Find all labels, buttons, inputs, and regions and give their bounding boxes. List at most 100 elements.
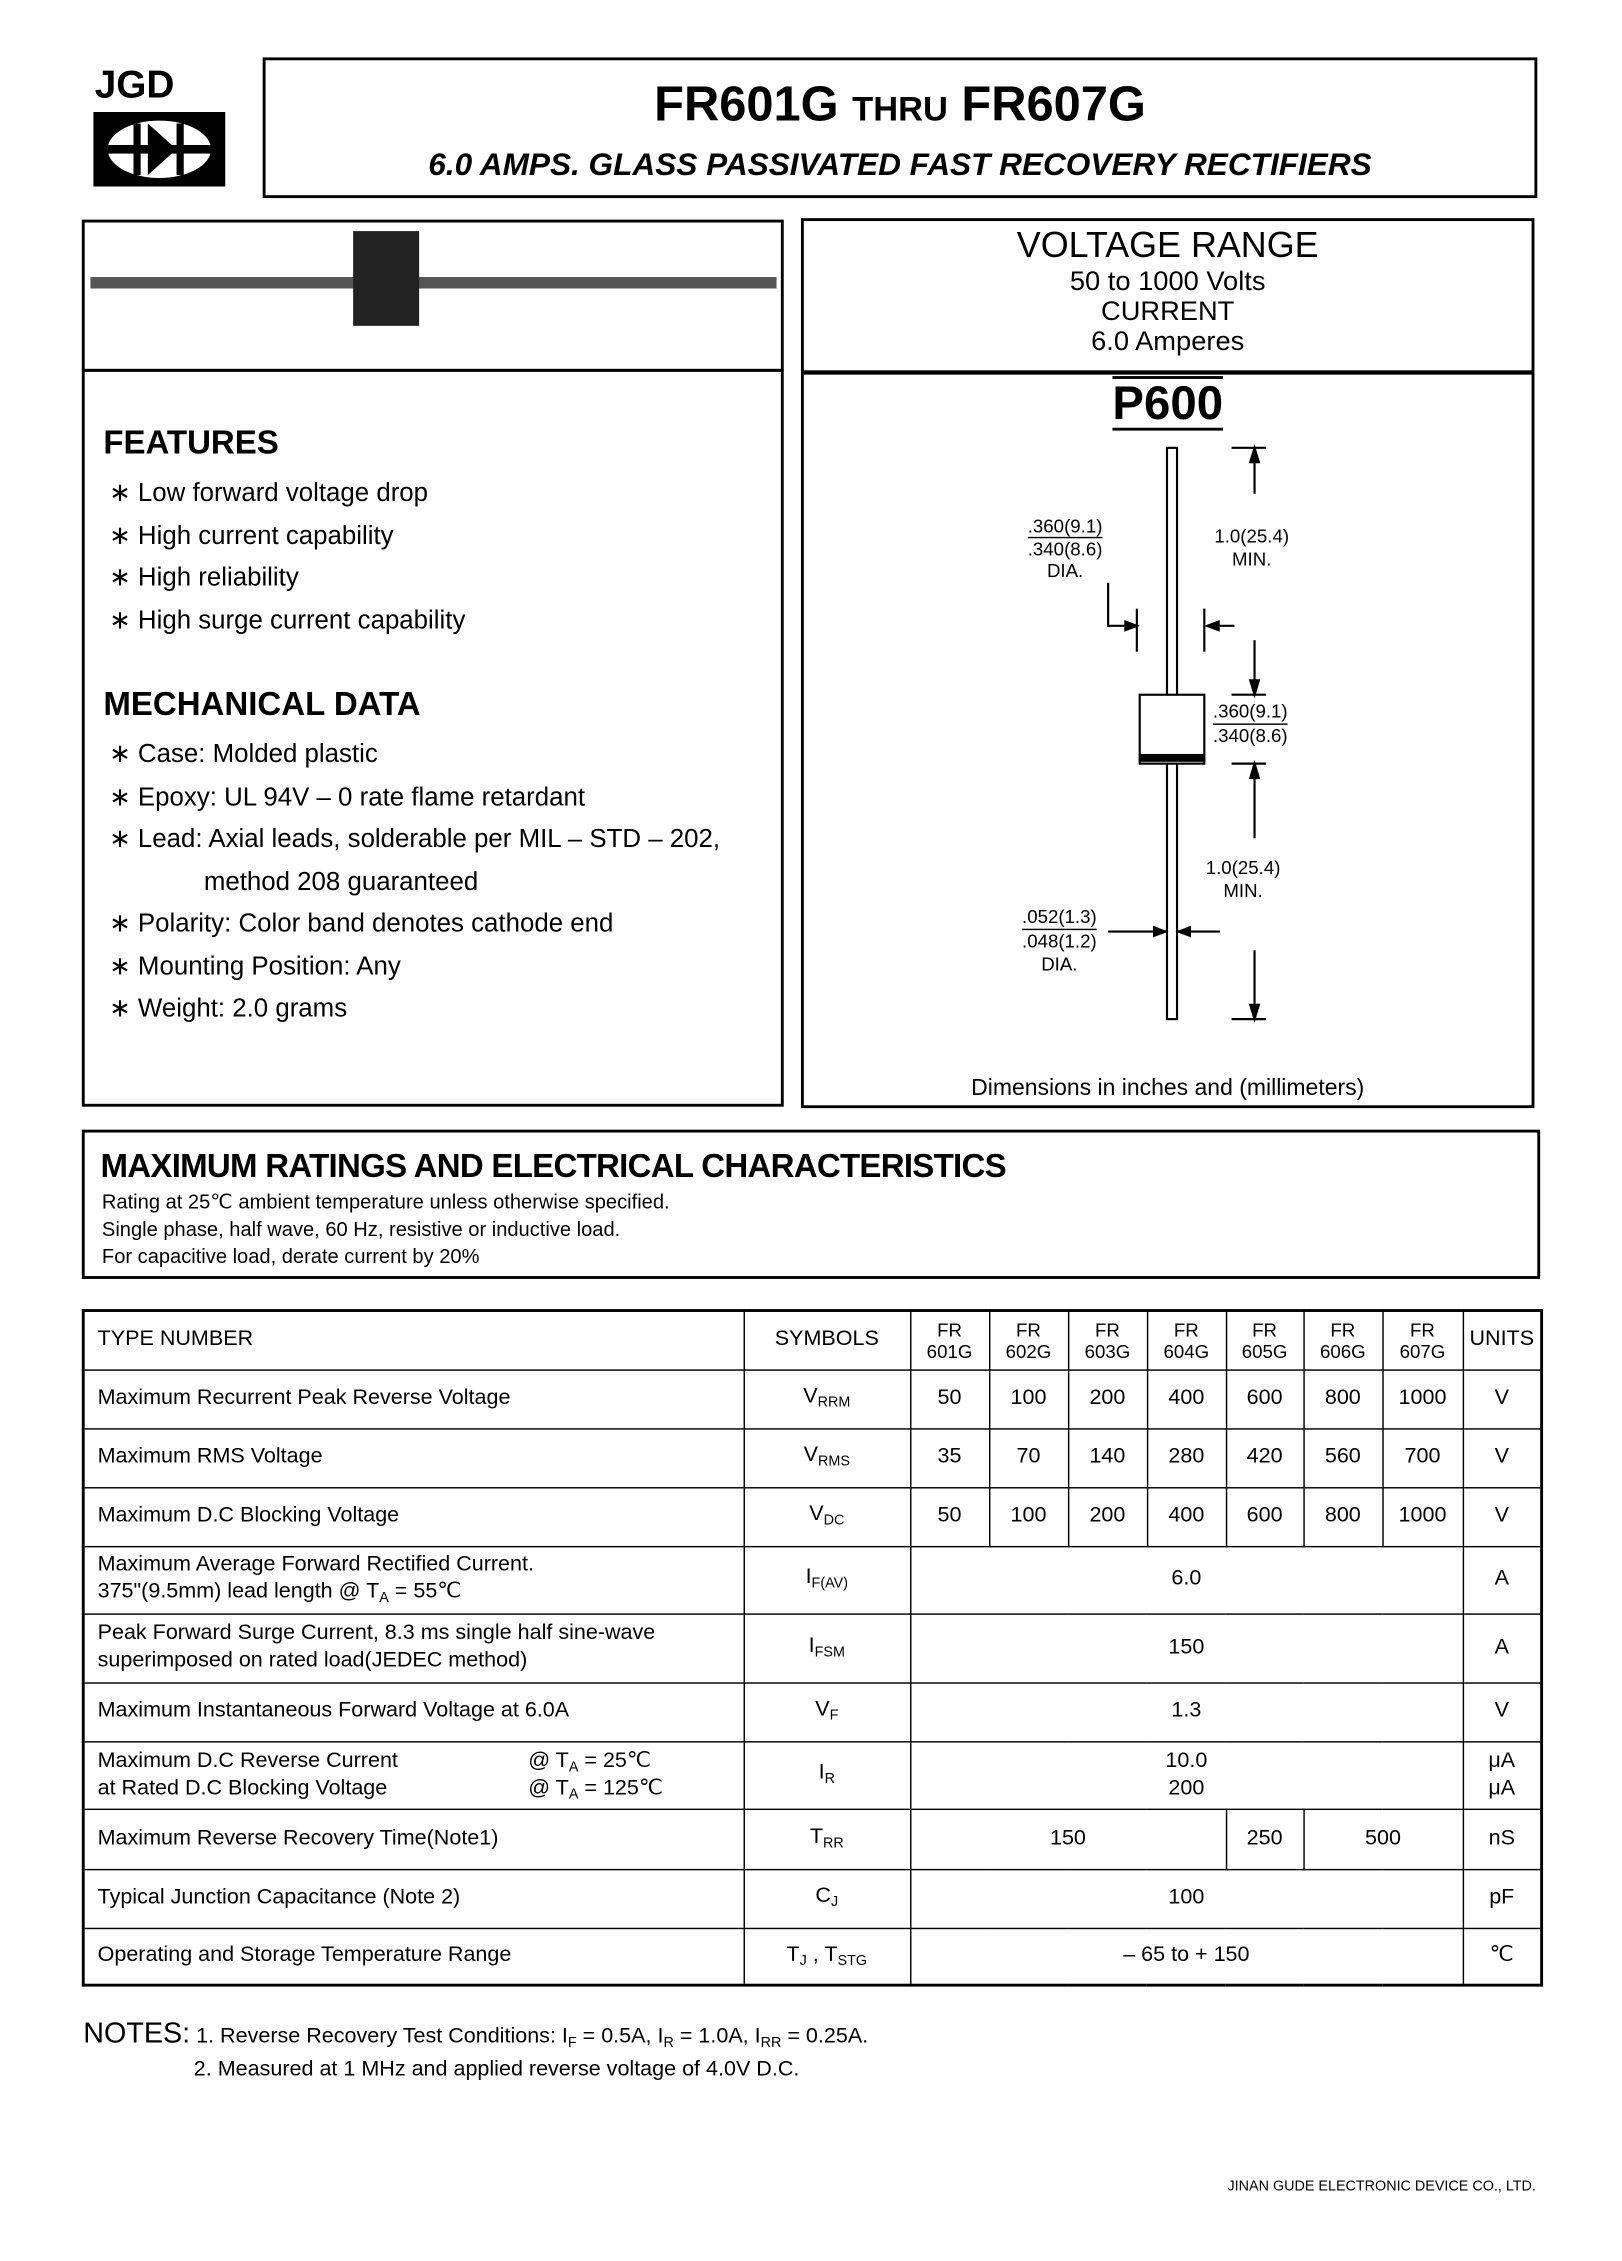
value-cell: 35 xyxy=(909,1427,990,1488)
notes: NOTES: 1. Reverse Recovery Test Conditio… xyxy=(83,2018,868,2051)
page-subtitle: 6.0 AMPS. GLASS PASSIVATED FAST RECOVERY… xyxy=(428,146,1372,183)
logo-text: JGD xyxy=(94,63,175,107)
bullet-icon: ∗ xyxy=(109,781,138,811)
subscript: RR xyxy=(823,1835,844,1852)
value-cell: 50 xyxy=(909,1368,990,1429)
text-part: 2. Measured at 1 MHz and applied reverse… xyxy=(193,2056,800,2082)
table-row: Maximum RMS Voltage VRMS 35 70 140 280 420 560 7… xyxy=(82,1427,1543,1488)
unit-line: A xyxy=(1494,1634,1509,1659)
text-part: = 0.5A, I xyxy=(576,2023,664,2049)
subscript: DC xyxy=(823,1513,845,1530)
feature-item: ∗ High reliability xyxy=(109,557,465,599)
mechanical-text: Epoxy: UL 94V – 0 rate flame retardant xyxy=(137,781,586,811)
mechanical-item: ∗ Epoxy: UL 94V – 0 rate flame retardant xyxy=(109,776,720,818)
text-part: = 55℃ xyxy=(388,1578,462,1603)
voltage-range-value: 50 to 1000 Volts xyxy=(1069,266,1266,298)
value-line: 150 xyxy=(1168,1634,1205,1659)
value-line: 150 xyxy=(1049,1825,1086,1850)
table-row: Maximum Average Forward Rectified Curren… xyxy=(82,1545,1543,1615)
lead-dia-label: DIA. xyxy=(1041,953,1078,975)
panel-divider xyxy=(803,370,1532,375)
unit-cell: V xyxy=(1461,1427,1543,1488)
part-from: FR601G xyxy=(654,77,839,133)
body-length-max: .360(9.1) xyxy=(1212,700,1288,725)
subscript: J xyxy=(830,1895,839,1911)
mechanical-text: Lead: Axial leads, solderable per MIL – … xyxy=(137,823,721,853)
ratings-conditions: Rating at 25℃ ambient temperature unless… xyxy=(102,1189,670,1271)
subscript: RMS xyxy=(818,1454,850,1471)
unit-line: V xyxy=(1494,1385,1509,1410)
parameter-line: Maximum Recurrent Peak Reverse Voltage xyxy=(98,1385,743,1412)
parameter-cell: Maximum D.C Blocking Voltage xyxy=(82,1486,745,1547)
value-cell: 200 xyxy=(1067,1486,1148,1547)
subscript: R xyxy=(663,2035,674,2052)
text-part: T xyxy=(786,1941,800,1966)
part-suffix: 607G xyxy=(1399,1340,1446,1362)
bullet-icon: ∗ xyxy=(109,950,138,980)
current-title: CURRENT xyxy=(1101,297,1235,328)
body-dia-label: DIA. xyxy=(1046,559,1084,582)
table-header-row: TYPE NUMBER SYMBOLS FR 601G FR 602G FR 603G FR 60… xyxy=(82,1309,1543,1371)
part-suffix: 604G xyxy=(1163,1340,1210,1362)
header-part-number: FR 603G xyxy=(1067,1309,1148,1371)
text-part: Maximum Recurrent Peak Reverse Voltage xyxy=(97,1385,511,1410)
bullet-icon: ∗ xyxy=(109,908,138,938)
text-part: = 125℃ xyxy=(578,1774,664,1800)
ratings-title: MAXIMUM RATINGS AND ELECTRICAL CHARACTER… xyxy=(100,1146,1006,1185)
text-part: V xyxy=(809,1501,824,1527)
body-dia-min: .340(8.6) xyxy=(1027,538,1103,560)
parameter-line: Maximum Reverse Recovery Time(Note1) xyxy=(98,1825,743,1852)
value-line: 200 xyxy=(1168,1774,1205,1800)
value-cell: 50 xyxy=(909,1486,990,1547)
value-cell: 1.3 xyxy=(909,1681,1464,1742)
text-part: @ T xyxy=(528,1747,569,1773)
unit-cell: V xyxy=(1461,1368,1543,1429)
subscript: J xyxy=(799,1952,807,1969)
value-cell: 400 xyxy=(1146,1486,1227,1547)
part-suffix: 601G xyxy=(926,1340,973,1362)
value-cell: 400 xyxy=(1146,1368,1227,1429)
top-lead-length-dimension: 1.0(25.4) MIN. xyxy=(1214,525,1289,571)
text-part: Maximum D.C Reverse Current xyxy=(97,1747,398,1773)
text-part: Maximum RMS Voltage xyxy=(97,1444,323,1469)
company-footer: JINAN GUDE ELECTRONIC DEVICE CO., LTD. xyxy=(1227,2178,1536,2195)
body-length-dimension: .360(9.1) .340(8.6) xyxy=(1212,700,1288,747)
text-part: = 0.25A. xyxy=(781,2023,869,2049)
value-cell: 150 xyxy=(909,1807,1227,1870)
text-part: Operating and Storage Temperature Range xyxy=(97,1942,512,1968)
ratings-table: TYPE NUMBER SYMBOLS FR 601G FR 602G FR 603G FR 60… xyxy=(81,1309,1544,1987)
table-row: Maximum Reverse Recovery Time(Note1) TRR 1… xyxy=(82,1807,1543,1870)
mechanical-title: MECHANICAL DATA xyxy=(103,684,421,723)
subscript: RR xyxy=(760,2035,782,2052)
value-cell: 10.0 200 xyxy=(909,1740,1464,1810)
subscript: A xyxy=(379,1589,389,1606)
features-list: ∗ Low forward voltage drop ∗ High current… xyxy=(109,472,465,641)
lead-dia-max: .052(1.3) xyxy=(1022,906,1097,931)
header-symbols: SYMBOLS xyxy=(742,1309,911,1371)
subscript: F xyxy=(829,1708,839,1725)
bullet-icon: ∗ xyxy=(109,477,138,507)
jgd-logo-icon xyxy=(93,111,226,187)
header-part-number: FR 602G xyxy=(988,1309,1069,1371)
subscript: FSM xyxy=(814,1644,845,1661)
value-cell: 800 xyxy=(1302,1368,1384,1429)
text-part: = 1.0A, I xyxy=(673,2023,761,2049)
unit-cell: ℃ xyxy=(1461,1927,1543,1986)
unit-cell: nS xyxy=(1461,1807,1543,1870)
lead-dia-dimension: .052(1.3) .048(1.2) DIA. xyxy=(1022,906,1097,976)
parameter-line: Maximum D.C Reverse Current @ TA = 25℃ xyxy=(98,1748,743,1775)
parameter-line: Maximum D.C Blocking Voltage xyxy=(98,1503,743,1530)
parameter-cell: Maximum Average Forward Rectified Curren… xyxy=(82,1545,745,1615)
bullet-icon: ∗ xyxy=(109,605,138,634)
test-condition: @ TA = 25℃ xyxy=(528,1748,651,1777)
text-part: I xyxy=(808,1633,815,1658)
table-row: Maximum D.C Reverse Current @ TA = 25℃ at … xyxy=(82,1740,1543,1810)
parameter-cell: Maximum Reverse Recovery Time(Note1) xyxy=(82,1807,745,1870)
text-part: at Rated D.C Blocking Voltage xyxy=(97,1774,388,1800)
unit-cell: V xyxy=(1461,1486,1543,1547)
text-part: 1. Reverse Recovery Test Conditions: I xyxy=(196,2023,568,2049)
subscript: RRM xyxy=(817,1395,851,1412)
header-part-number: FR 607G xyxy=(1381,1309,1464,1371)
feature-item: ∗ Low forward voltage drop xyxy=(109,472,465,514)
